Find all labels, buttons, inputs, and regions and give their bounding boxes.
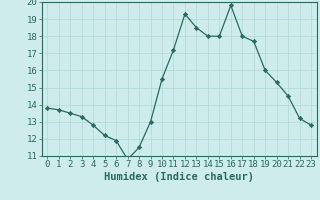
X-axis label: Humidex (Indice chaleur): Humidex (Indice chaleur) <box>104 172 254 182</box>
